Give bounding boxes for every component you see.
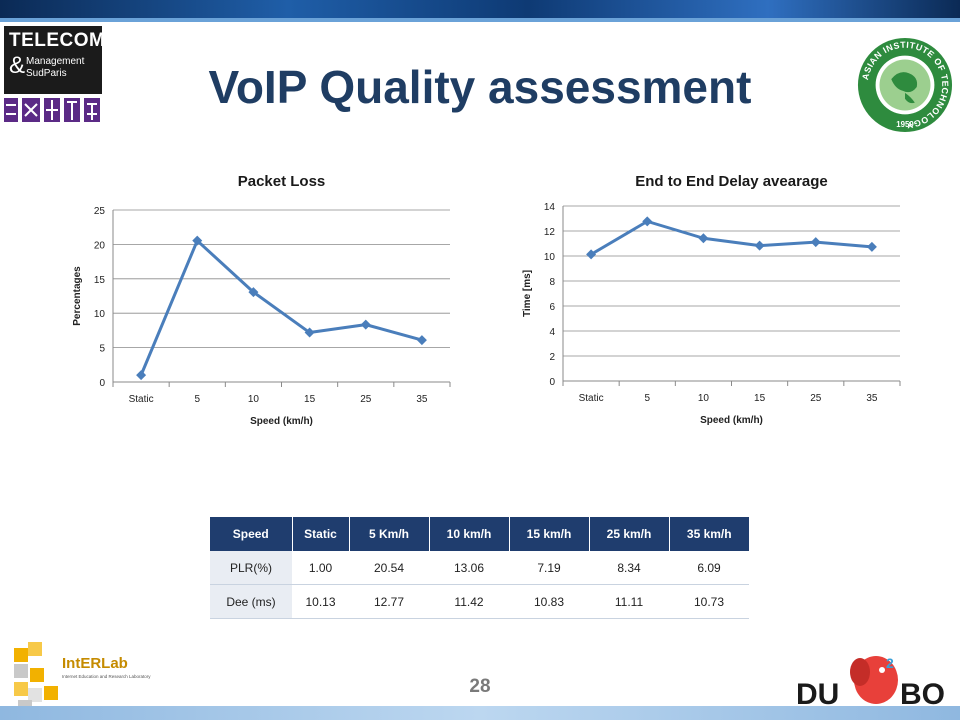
y-tick-label: 15 — [94, 275, 106, 286]
data-point — [248, 287, 259, 298]
data-point — [360, 319, 371, 330]
results-table: Speed Static 5 Km/h 10 km/h 15 km/h 25 k… — [210, 517, 749, 619]
delay-chart: End to End Delay avearage 0 2 4 6 8 10 12 14 Stat… — [510, 165, 910, 435]
page-number: 28 — [469, 676, 491, 697]
chinese-characters-logo — [4, 98, 100, 122]
x-tick-label: 15 — [304, 394, 316, 405]
svg-text:IntERLab: IntERLab — [62, 655, 128, 672]
table-cell: 12.77 — [349, 584, 429, 619]
y-tick-label: 14 — [544, 202, 556, 213]
series-line — [139, 239, 423, 376]
table-cell: 1.00 — [292, 551, 349, 585]
x-tick-label: 10 — [248, 394, 260, 405]
telecom-logo: TELECOM & Management SudParis — [4, 26, 106, 94]
telecom-logo-sub: Management SudParis — [26, 56, 85, 79]
svg-text:DU: DU — [796, 678, 839, 710]
table-cell: 20.54 — [349, 551, 429, 585]
x-tick-label: 25 — [360, 394, 372, 405]
y-tick-label: 6 — [549, 302, 555, 313]
table-cell: 7.19 — [509, 551, 589, 585]
bottom-decorative-band — [0, 706, 960, 720]
y-tick-label: 12 — [544, 227, 556, 238]
x-tick-label: 10 — [698, 393, 710, 404]
x-tick-label: 35 — [866, 393, 878, 404]
y-tick-label: 10 — [94, 309, 106, 320]
x-tick-label: 5 — [194, 394, 200, 405]
table-row: Dee (ms) 10.13 12.77 11.42 10.83 11.11 1… — [210, 584, 749, 619]
y-tick-label: 20 — [94, 240, 106, 251]
slide-title: VoIP Quality assessment — [208, 61, 752, 113]
x-tick-label: Static — [579, 393, 604, 404]
y-tick-label: 5 — [99, 344, 105, 355]
table-header-cell: 10 km/h — [429, 517, 510, 551]
telecom-logo-ampersand: & — [9, 52, 26, 79]
interlab-logo: IntERLab Internet Education and Research… — [14, 642, 151, 714]
table-cell: 8.34 — [589, 551, 669, 585]
table-cell: 11.42 — [429, 584, 509, 619]
x-axis-label: Speed (km/h) — [700, 415, 763, 426]
svg-text:1959: 1959 — [896, 120, 914, 129]
x-tick-label: 25 — [810, 393, 822, 404]
y-tick-label: 2 — [549, 352, 555, 363]
y-tick-label: 0 — [549, 377, 555, 388]
y-tick-label: 25 — [94, 206, 106, 217]
table-header-cell: 15 km/h — [509, 517, 590, 551]
table-header-cell: 35 km/h — [669, 517, 749, 551]
data-point — [642, 216, 653, 227]
chart-title: End to End Delay avearage — [635, 173, 828, 190]
x-tick-label: 5 — [644, 393, 650, 404]
data-point — [586, 249, 597, 260]
table-cell: 13.06 — [429, 551, 509, 585]
x-tick-label: 15 — [754, 393, 766, 404]
table-row-header: PLR(%) — [210, 551, 292, 585]
table-cell: 6.09 — [669, 551, 749, 585]
table-header-row: Speed Static 5 Km/h 10 km/h 15 km/h 25 k… — [210, 517, 749, 551]
packet-loss-chart: Packet Loss 0 5 10 15 20 25 Static 5 10 15 25 35 Spee… — [60, 165, 460, 435]
x-tick-label: 35 — [416, 394, 428, 405]
y-tick-label: 8 — [549, 277, 555, 288]
y-tick-label: 10 — [544, 252, 556, 263]
dumbo-logo: DU 2 BO — [796, 655, 945, 710]
x-tick-label: Static — [129, 394, 154, 405]
y-tick-label: 0 — [99, 378, 105, 389]
y-axis-label: Percentages — [72, 266, 83, 326]
ait-logo: ASIAN INSTITUTE OF TECHNOLOGY 1959 — [857, 37, 953, 133]
table-cell: 10.83 — [509, 584, 589, 619]
chart-title: Packet Loss — [238, 173, 326, 190]
data-point — [866, 241, 877, 252]
data-point — [754, 240, 765, 251]
svg-text:BO: BO — [900, 678, 945, 710]
data-point — [810, 237, 821, 248]
data-point — [192, 235, 203, 246]
top-decorative-band — [0, 0, 960, 22]
telecom-logo-name: TELECOM — [9, 30, 106, 51]
data-point — [304, 327, 315, 338]
y-tick-label: 4 — [549, 327, 555, 338]
table-row-header: Dee (ms) — [210, 584, 292, 619]
table-row: PLR(%) 1.00 20.54 13.06 7.19 8.34 6.09 — [210, 551, 749, 585]
svg-text:Internet Education and Researc: Internet Education and Research Laborato… — [62, 674, 151, 679]
data-point — [136, 370, 147, 381]
table-header-cell: 5 Km/h — [349, 517, 430, 551]
data-point — [698, 233, 709, 244]
table-cell: 10.13 — [292, 584, 349, 619]
table-header-cell: Static — [292, 517, 350, 551]
data-point — [416, 335, 427, 346]
table-header-cell: 25 km/h — [589, 517, 670, 551]
x-axis-label: Speed (km/h) — [250, 416, 313, 427]
table-cell: 11.11 — [589, 584, 669, 619]
svg-text:2: 2 — [886, 655, 894, 671]
y-axis-label: Time [ms] — [522, 270, 533, 317]
table-header-cell: Speed — [210, 517, 293, 551]
table-cell: 10.73 — [669, 584, 749, 619]
series-line — [590, 219, 873, 256]
